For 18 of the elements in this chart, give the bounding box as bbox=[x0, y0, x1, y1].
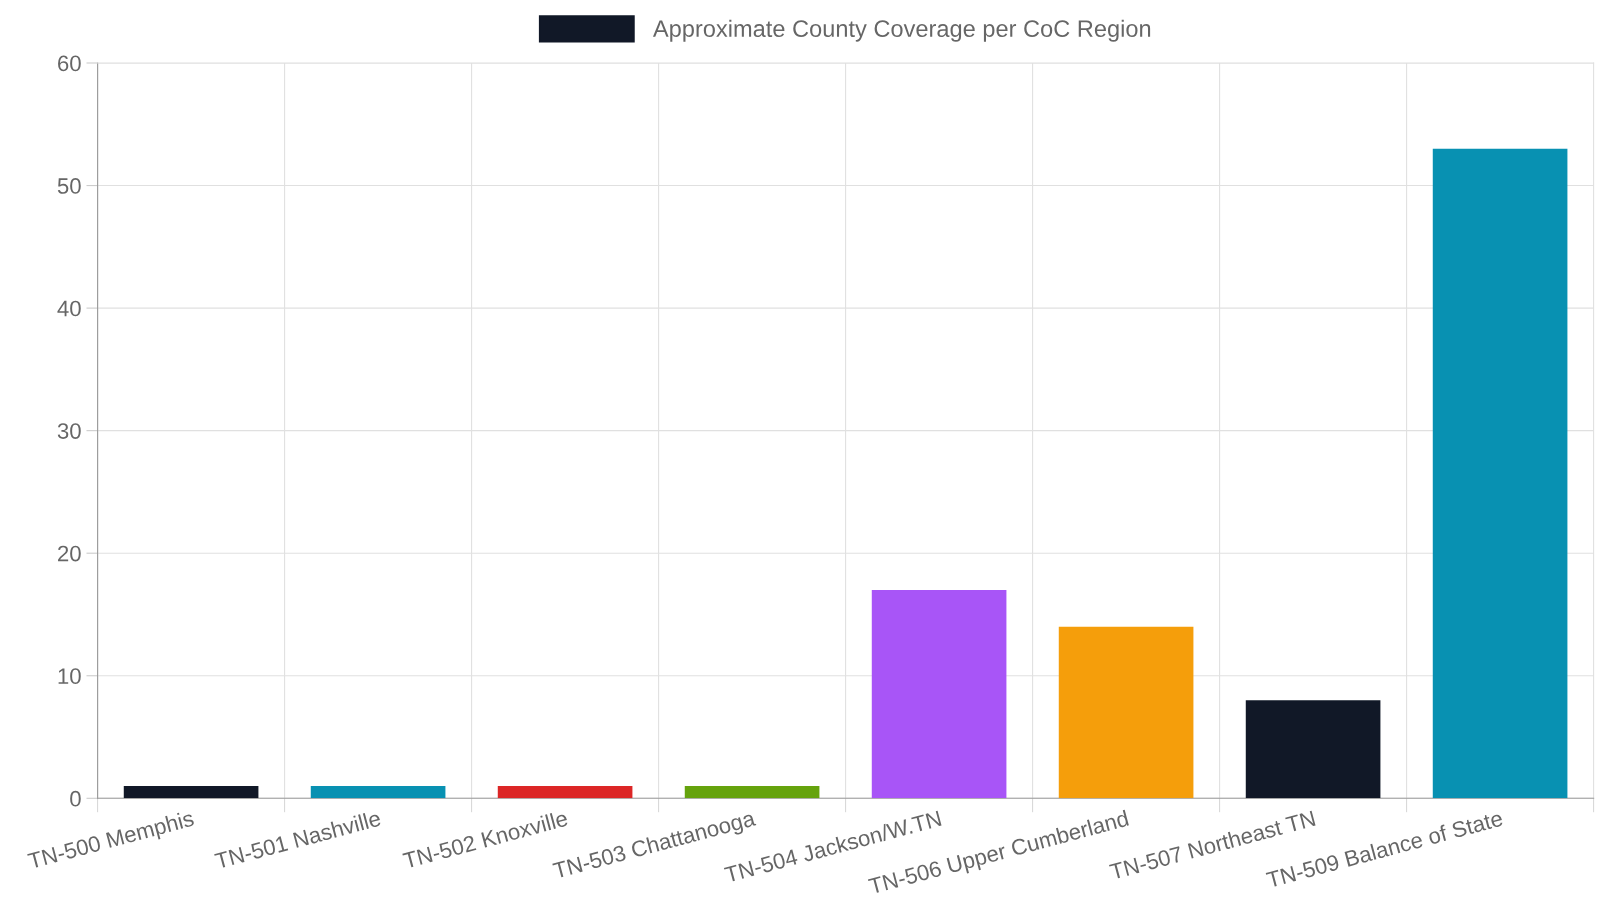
x-tick-label: TN-500 Memphis bbox=[26, 809, 196, 874]
bar bbox=[123, 786, 259, 799]
y-tick-label: 0 bbox=[70, 790, 81, 807]
bar bbox=[310, 786, 446, 799]
legend-label: Approximate County Coverage per CoC Region bbox=[652, 19, 1151, 42]
bar bbox=[1058, 626, 1194, 799]
y-tick-label: 60 bbox=[58, 55, 81, 72]
y-tick-label: 10 bbox=[58, 668, 81, 685]
y-tick-label: 20 bbox=[58, 545, 81, 562]
x-tick-label: TN-501 Nashville bbox=[213, 809, 382, 870]
bar bbox=[1432, 148, 1568, 799]
bar bbox=[871, 589, 1007, 799]
bar bbox=[684, 786, 820, 799]
bar bbox=[497, 786, 633, 799]
y-tick-label: 30 bbox=[57, 423, 81, 439]
bar bbox=[1245, 700, 1381, 799]
y-tick-label: 50 bbox=[57, 178, 81, 194]
y-tick-label: 40 bbox=[57, 300, 81, 317]
